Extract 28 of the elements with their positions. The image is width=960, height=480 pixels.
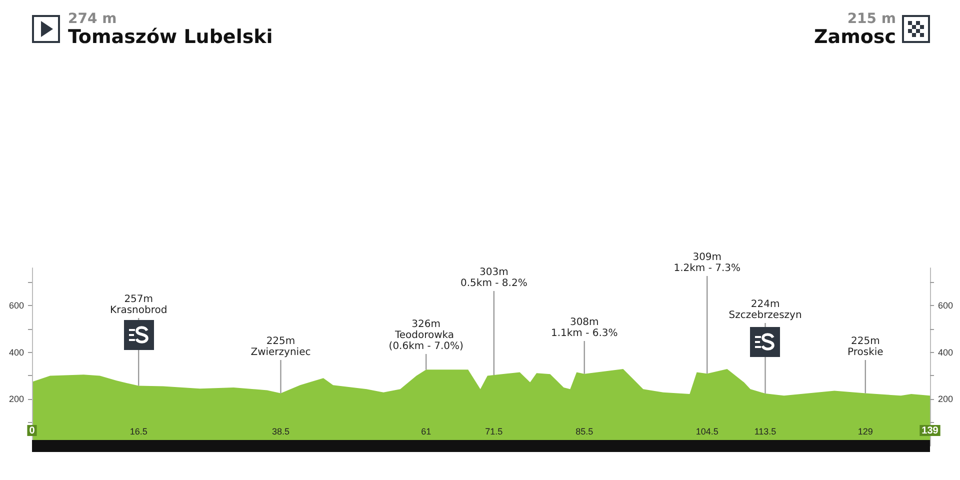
y-tick-label: 400 — [8, 347, 24, 358]
x-tick-label: 129 — [858, 426, 873, 436]
annotation: 257m Krasnobrod — [110, 294, 168, 316]
text: Zamosc — [814, 26, 896, 48]
text: 215 m — [846, 11, 896, 28]
annotation: 225m Proskie — [847, 336, 884, 358]
x-tick-label: 139 — [922, 426, 939, 436]
annotation: 303m 0.5km - 8.2% — [460, 267, 528, 289]
x-tick-label: 16.5 — [130, 426, 148, 436]
y-tick-label: 200 — [8, 394, 24, 404]
annotation: 224m Szczebrzeszyn — [728, 299, 802, 321]
annotation: 225m Zwierzyniec — [250, 336, 311, 358]
text: 274 m — [68, 11, 118, 28]
x-tick-label: 85.5 — [576, 426, 594, 436]
x-tick-label: 113.5 — [754, 426, 776, 436]
annotation: 309m 1.2km - 7.3% — [674, 252, 741, 274]
y2-tick-label: 600 — [938, 300, 954, 310]
annotation: 308m 1.1km - 6.3% — [550, 317, 618, 339]
annotation: 326m Teodorowka (0.6km - 7.0%) — [388, 319, 464, 352]
y-tick-label: 600 — [8, 300, 24, 310]
y2-tick-label: 200 — [938, 394, 954, 404]
text: Tomaszów Lubelski — [68, 26, 273, 48]
y2-tick-label: 400 — [938, 347, 954, 358]
x-tick-label: 61 — [421, 426, 432, 436]
x-tick-label: 104.5 — [696, 426, 718, 436]
x-tick-label: 71.5 — [485, 426, 503, 436]
x-tick-label: 0 — [29, 426, 36, 436]
x-tick-label: 38.5 — [272, 426, 290, 436]
